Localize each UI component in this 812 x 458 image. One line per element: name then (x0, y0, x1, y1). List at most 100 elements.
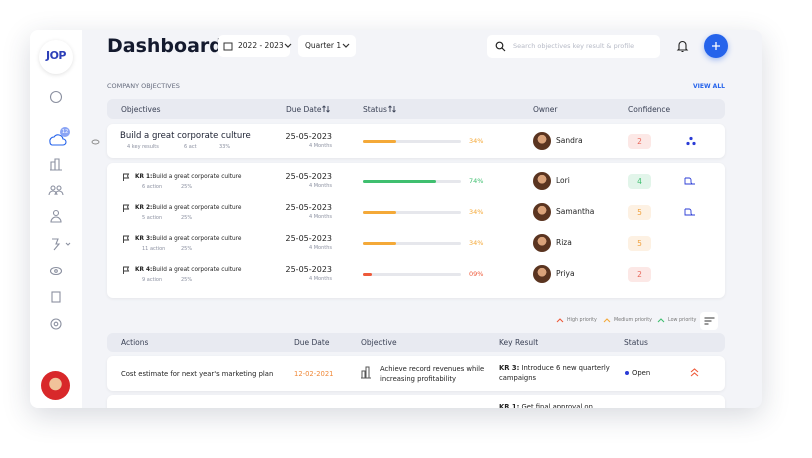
action-count: 6 act (184, 144, 197, 150)
action-card[interactable] (107, 395, 725, 408)
confidence-chip: 5 (628, 205, 651, 220)
tree-icon[interactable] (686, 136, 696, 146)
action-due: 12-02-2021 (294, 370, 334, 378)
flag-icon (123, 173, 130, 181)
objective-title: Build a great corporate culture (120, 131, 251, 141)
sort-lines (704, 317, 715, 325)
priority-high (690, 368, 699, 377)
flag-icon (123, 235, 130, 243)
calendar-icon (223, 42, 233, 51)
column-header: Actions (121, 338, 149, 347)
legend-label: Low priority (668, 318, 697, 323)
nav-icon[interactable] (50, 216, 62, 223)
owner-avatar (533, 172, 551, 190)
logo-badge[interactable] (39, 40, 73, 74)
owner-name: Riza (556, 238, 572, 247)
confidence-chip: 2 (628, 267, 651, 282)
column-header: Status (363, 105, 387, 114)
progress-track (363, 242, 461, 245)
progress-label: 34% (469, 208, 484, 216)
column-header: Status (624, 338, 648, 347)
progress-fill (363, 273, 372, 276)
user-avatar[interactable] (41, 371, 70, 400)
owner-avatar (533, 265, 551, 283)
progress-label: 74% (469, 177, 484, 185)
kr-prefix: KR 1: (499, 403, 520, 408)
kr-title: KR 4:Build a great corporate culture (135, 267, 242, 273)
section-heading: COMPANY OBJECTIVES (107, 82, 180, 90)
kr-title: KR 3:Build a great corporate culture (135, 236, 242, 242)
owner-name: Lori (556, 176, 570, 185)
kr-prefix: KR 2: (135, 205, 153, 211)
notification-badge: 12 (60, 127, 70, 137)
due-date: 25-05-2023 (285, 265, 333, 274)
quarter-text: Quarter 1 (305, 41, 342, 50)
key-result-count: 4 key results (127, 144, 159, 150)
duration: 4 Months (308, 245, 332, 251)
action-count: 5 action (142, 215, 163, 221)
nav-icon[interactable] (49, 90, 63, 104)
logo: JOP (45, 49, 67, 62)
column-header: Objectives (121, 105, 161, 114)
action-count: 11 action (142, 246, 166, 252)
progress-fill (363, 140, 397, 143)
action-card[interactable] (107, 356, 725, 391)
column-header: Objective (361, 338, 397, 347)
chevron (284, 43, 292, 48)
column-header: Key Result (499, 338, 539, 347)
meta-progress: 25% (181, 277, 193, 283)
nav-icon[interactable] (49, 134, 67, 146)
owner-name: Samantha (556, 207, 595, 216)
owner-name: Priya (556, 269, 575, 278)
action-count: 9 action (142, 277, 163, 283)
nav-icon[interactable] (50, 158, 62, 171)
nav-icon[interactable] (51, 291, 61, 303)
bell-icon[interactable] (676, 39, 689, 53)
year-picker[interactable] (218, 35, 290, 57)
meta-progress: 25% (181, 215, 193, 221)
due-date: 25-05-2023 (285, 234, 333, 243)
nav-icon[interactable] (48, 190, 64, 196)
nav-icon[interactable] (52, 238, 61, 251)
align-icon[interactable] (684, 176, 696, 186)
quarter-picker[interactable] (298, 35, 356, 57)
kr-name: Build a great corporate culture (152, 267, 242, 273)
confidence-chip: 5 (628, 236, 651, 251)
search-placeholder: Search objectives key result & profile (513, 42, 635, 50)
owner-avatar (533, 234, 551, 252)
duration: 4 Months (308, 214, 332, 220)
meta-progress: 33% (219, 144, 231, 150)
kr-prefix: KR 4: (135, 267, 153, 273)
nav-icon[interactable] (49, 266, 63, 276)
progress-fill (363, 242, 397, 245)
kr-title: KR 2:Build a great corporate culture (135, 205, 242, 211)
priority-icon (556, 318, 564, 323)
nav-icon[interactable] (50, 318, 62, 330)
progress-label: 09% (469, 270, 484, 278)
view-all[interactable]: VIEW ALL (693, 83, 725, 90)
action-status: Open (632, 369, 651, 377)
kr-prefix: KR 3: (135, 236, 153, 242)
confidence-chip: 2 (628, 134, 651, 149)
column-header: Due Date (286, 105, 322, 114)
chevron (342, 43, 350, 48)
owner-name: Sandra (556, 136, 583, 145)
legend-label: Medium priority (614, 318, 653, 323)
owner-avatar (533, 132, 551, 150)
owner-avatar (533, 203, 551, 221)
search-icon (495, 41, 506, 52)
due-date: 25-05-2023 (285, 203, 333, 212)
column-header: Due Date (294, 338, 330, 347)
page-title: Dashboard (107, 35, 223, 57)
legend-label: High priority (567, 318, 597, 323)
priority-icon (603, 318, 611, 323)
align-icon[interactable] (684, 207, 696, 217)
objective-icon (361, 366, 371, 379)
duration: 4 Months (308, 183, 332, 189)
search-box[interactable] (487, 35, 660, 58)
progress-label: 34% (469, 239, 484, 247)
duration: 4 Months (308, 143, 332, 149)
priority-icon (657, 318, 665, 323)
